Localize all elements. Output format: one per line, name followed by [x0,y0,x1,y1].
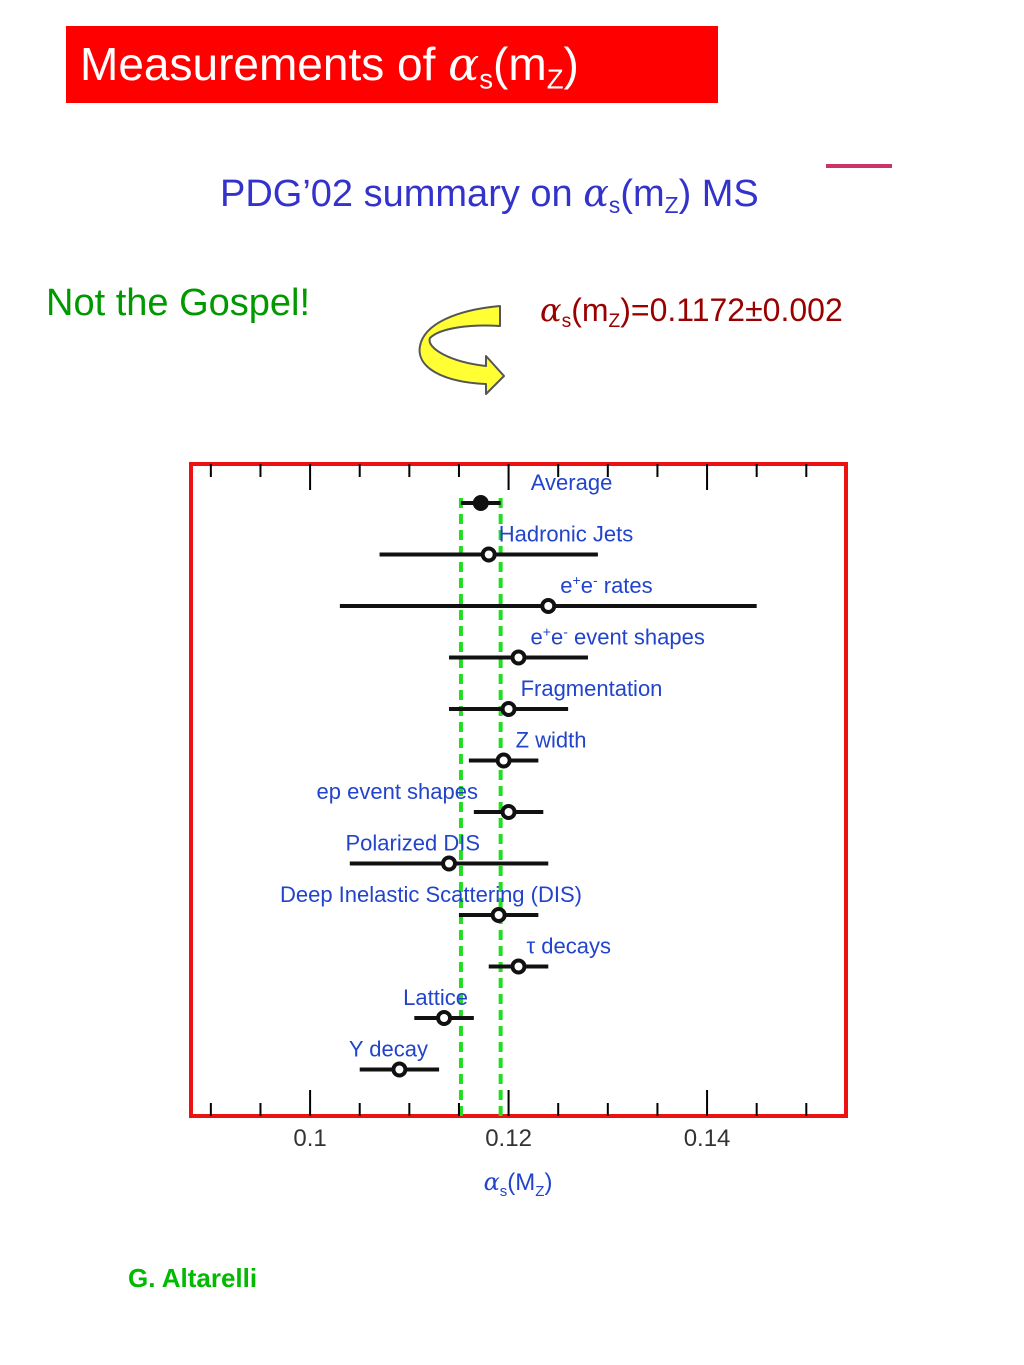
data-point [540,598,557,614]
page-title: Measurements of αs(mZ) [80,37,579,95]
data-point [472,495,489,511]
not-the-gospel-note: Not the Gospel! [46,282,311,324]
data-point [436,1010,453,1026]
measurement-row: Deep Inelastic Scattering (DIS) [280,882,582,923]
measurement-label: e+e- event shapes [531,624,705,650]
axis-ticks: 0.1 0.12 0.14 [209,464,808,1152]
data-point [391,1061,408,1078]
x-tick-label: 0.1 [293,1125,326,1152]
measurement-label: Z width [516,728,587,753]
measurement-row: Lattice [403,985,474,1026]
measurement-label: τ decays [527,934,612,959]
measurement-row: Polarized DIS [345,831,549,872]
ms-bar-scheme: MS [701,173,759,215]
alpha-s-average: αs(mZ)=0.1172±0.002 [540,291,843,332]
measurement-row: Υ decay [349,1037,440,1078]
pdg-summary-subtitle: PDG’02 summary on αs(mZ) MS [220,171,759,218]
measurements: Average Hadronic Jets e+e- rates e+e- event… [280,470,757,1078]
axis-label-x: αs(MZ) [484,1168,553,1200]
chart-frame [189,462,848,1118]
curved-arrow-icon [418,305,505,395]
data-point [490,907,507,923]
measurement-label: Average [531,470,613,495]
x-tick-label: 0.12 [485,1125,532,1152]
data-point [495,752,512,769]
average-band [458,498,503,1116]
measurement-label: Fragmentation [521,676,663,701]
measurement-row: τ decays [488,934,612,975]
data-point [500,804,517,820]
measurement-label: Deep Inelastic Scattering (DIS) [280,882,582,907]
measurement-label: Υ decay [349,1037,428,1062]
data-point [500,701,517,717]
x-tick-label: 0.14 [684,1125,731,1152]
data-point [510,958,527,975]
measurement-row: e+e- rates [339,572,757,614]
measurement-row: Hadronic Jets [379,522,634,563]
data-point [441,855,458,872]
measurement-row: e+e- event shapes [449,624,705,666]
measurement-row: ep event shapes [317,779,544,820]
author-credit: G. Altarelli [128,1263,258,1293]
measurement-label: Lattice [403,985,468,1010]
measurement-row: Average [460,470,613,511]
measurement-label: Polarized DIS [345,831,480,856]
measurement-label: ep event shapes [317,779,478,804]
measurement-row: Fragmentation [449,676,663,717]
measurement-label: e+e- rates [560,572,652,598]
ms-overbar [826,164,892,168]
data-point [480,546,497,563]
data-point [510,649,527,666]
measurement-row: Z width [468,728,587,769]
measurement-label: Hadronic Jets [499,522,634,547]
title-banner: Measurements of αs(mZ) [66,26,718,103]
